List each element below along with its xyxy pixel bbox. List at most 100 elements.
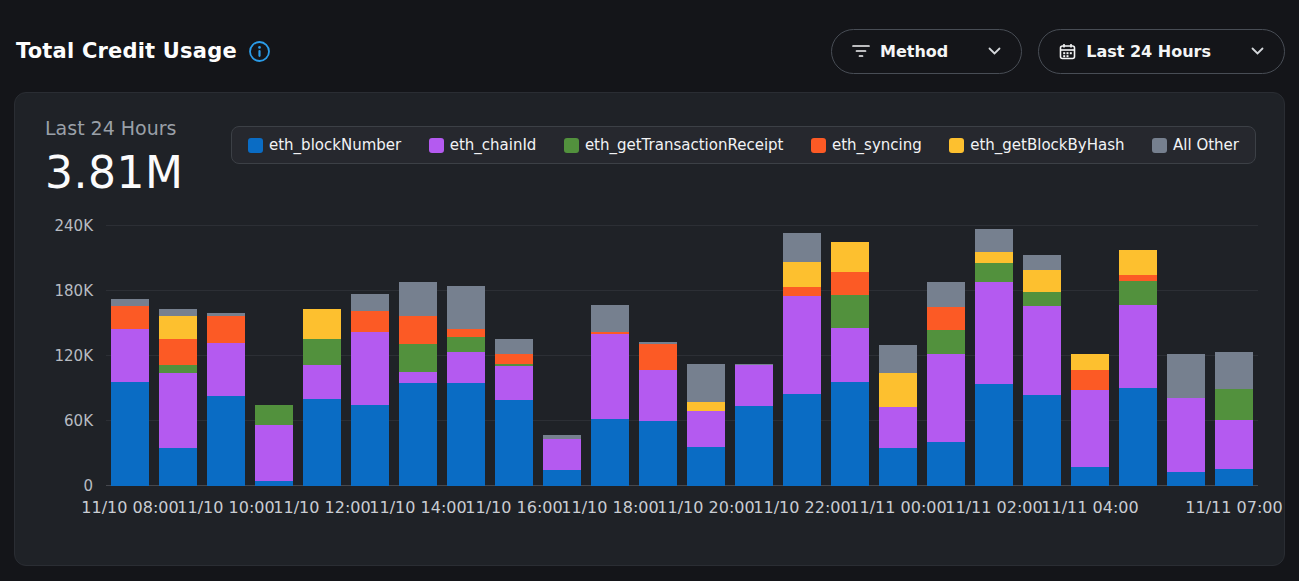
- bar-segment[interactable]: [1167, 398, 1205, 472]
- stacked-bar[interactable]: [735, 364, 773, 486]
- bar-segment[interactable]: [831, 382, 869, 486]
- method-filter-dropdown[interactable]: Method: [831, 29, 1022, 74]
- bar-segment[interactable]: [1071, 467, 1109, 487]
- bar-segment[interactable]: [687, 364, 725, 402]
- bar-segment[interactable]: [1167, 472, 1205, 486]
- stacked-bar[interactable]: [687, 364, 725, 486]
- bar-segment[interactable]: [879, 373, 917, 407]
- stacked-bar[interactable]: [1119, 250, 1157, 486]
- bar-segment[interactable]: [1023, 292, 1061, 306]
- bar-segment[interactable]: [1023, 255, 1061, 270]
- stacked-bar[interactable]: [207, 313, 245, 486]
- bar-segment[interactable]: [975, 263, 1013, 283]
- bar-segment[interactable]: [1215, 469, 1253, 486]
- bar-segment[interactable]: [879, 345, 917, 373]
- info-icon[interactable]: [248, 40, 271, 63]
- bar-segment[interactable]: [159, 365, 197, 374]
- bar-segment[interactable]: [255, 481, 293, 486]
- stacked-bar[interactable]: [303, 309, 341, 486]
- bar-segment[interactable]: [687, 402, 725, 412]
- bar-segment[interactable]: [1167, 354, 1205, 398]
- bar-segment[interactable]: [1023, 395, 1061, 486]
- bar-segment[interactable]: [399, 282, 437, 316]
- bar-segment[interactable]: [639, 344, 677, 370]
- bar-segment[interactable]: [495, 366, 533, 401]
- stacked-bar[interactable]: [159, 309, 197, 486]
- legend-item[interactable]: eth_getBlockByHash: [949, 136, 1124, 154]
- bar-segment[interactable]: [447, 329, 485, 337]
- bar-segment[interactable]: [303, 399, 341, 486]
- bar-segment[interactable]: [495, 354, 533, 364]
- bar-segment[interactable]: [207, 343, 245, 396]
- legend-item[interactable]: eth_syncing: [811, 136, 922, 154]
- bar-segment[interactable]: [975, 282, 1013, 384]
- bar-segment[interactable]: [1215, 420, 1253, 469]
- bar-segment[interactable]: [111, 329, 149, 382]
- legend-item[interactable]: eth_getTransactionReceipt: [564, 136, 784, 154]
- bar-segment[interactable]: [495, 339, 533, 354]
- bar-segment[interactable]: [831, 295, 869, 328]
- stacked-bar[interactable]: [1215, 352, 1253, 486]
- bar-segment[interactable]: [1071, 390, 1109, 467]
- bar-segment[interactable]: [687, 447, 725, 486]
- bar-segment[interactable]: [591, 305, 629, 332]
- bar-segment[interactable]: [447, 337, 485, 352]
- bar-segment[interactable]: [639, 421, 677, 486]
- bar-segment[interactable]: [159, 316, 197, 339]
- bar-segment[interactable]: [1215, 389, 1253, 420]
- bar-segment[interactable]: [1071, 370, 1109, 390]
- bar-segment[interactable]: [831, 328, 869, 382]
- stacked-bar[interactable]: [1071, 354, 1109, 486]
- bar-segment[interactable]: [1071, 354, 1109, 370]
- bar-segment[interactable]: [783, 296, 821, 394]
- stacked-bar[interactable]: [495, 339, 533, 486]
- bar-segment[interactable]: [447, 352, 485, 383]
- bar-segment[interactable]: [399, 344, 437, 372]
- bar-segment[interactable]: [927, 330, 965, 354]
- legend-item[interactable]: All Other: [1152, 136, 1239, 154]
- stacked-bar[interactable]: [399, 282, 437, 486]
- bar-segment[interactable]: [1119, 388, 1157, 486]
- bar-segment[interactable]: [207, 316, 245, 343]
- legend-item[interactable]: eth_chainId: [429, 136, 537, 154]
- stacked-bar[interactable]: [927, 282, 965, 486]
- bar-segment[interactable]: [207, 396, 245, 486]
- stacked-bar[interactable]: [879, 345, 917, 486]
- bar-segment[interactable]: [1119, 281, 1157, 305]
- stacked-bar[interactable]: [255, 405, 293, 486]
- stacked-bar[interactable]: [111, 299, 149, 486]
- stacked-bar[interactable]: [1167, 354, 1205, 486]
- legend-item[interactable]: eth_blockNumber: [248, 136, 401, 154]
- bar-segment[interactable]: [111, 306, 149, 329]
- bar-segment[interactable]: [111, 382, 149, 486]
- bar-segment[interactable]: [783, 287, 821, 297]
- bar-segment[interactable]: [351, 332, 389, 405]
- bar-segment[interactable]: [399, 372, 437, 383]
- bar-segment[interactable]: [687, 411, 725, 447]
- bar-segment[interactable]: [591, 419, 629, 486]
- bar-segment[interactable]: [1023, 270, 1061, 292]
- bar-segment[interactable]: [447, 286, 485, 329]
- bar-segment[interactable]: [351, 405, 389, 486]
- bar-segment[interactable]: [399, 316, 437, 344]
- stacked-bar[interactable]: [975, 229, 1013, 486]
- bar-segment[interactable]: [255, 425, 293, 480]
- bar-segment[interactable]: [303, 339, 341, 365]
- bar-segment[interactable]: [543, 439, 581, 469]
- stacked-bar[interactable]: [639, 342, 677, 486]
- bar-segment[interactable]: [111, 299, 149, 307]
- bar-segment[interactable]: [927, 307, 965, 330]
- bar-segment[interactable]: [159, 448, 197, 486]
- bar-segment[interactable]: [927, 354, 965, 442]
- bar-segment[interactable]: [1023, 306, 1061, 395]
- bar-segment[interactable]: [1119, 305, 1157, 388]
- stacked-bar[interactable]: [1023, 255, 1061, 486]
- bar-segment[interactable]: [879, 448, 917, 486]
- stacked-bar[interactable]: [447, 286, 485, 486]
- bar-segment[interactable]: [399, 383, 437, 486]
- bar-segment[interactable]: [1119, 250, 1157, 275]
- bar-segment[interactable]: [735, 406, 773, 486]
- stacked-bar[interactable]: [591, 305, 629, 486]
- stacked-bar[interactable]: [351, 294, 389, 486]
- bar-segment[interactable]: [639, 370, 677, 421]
